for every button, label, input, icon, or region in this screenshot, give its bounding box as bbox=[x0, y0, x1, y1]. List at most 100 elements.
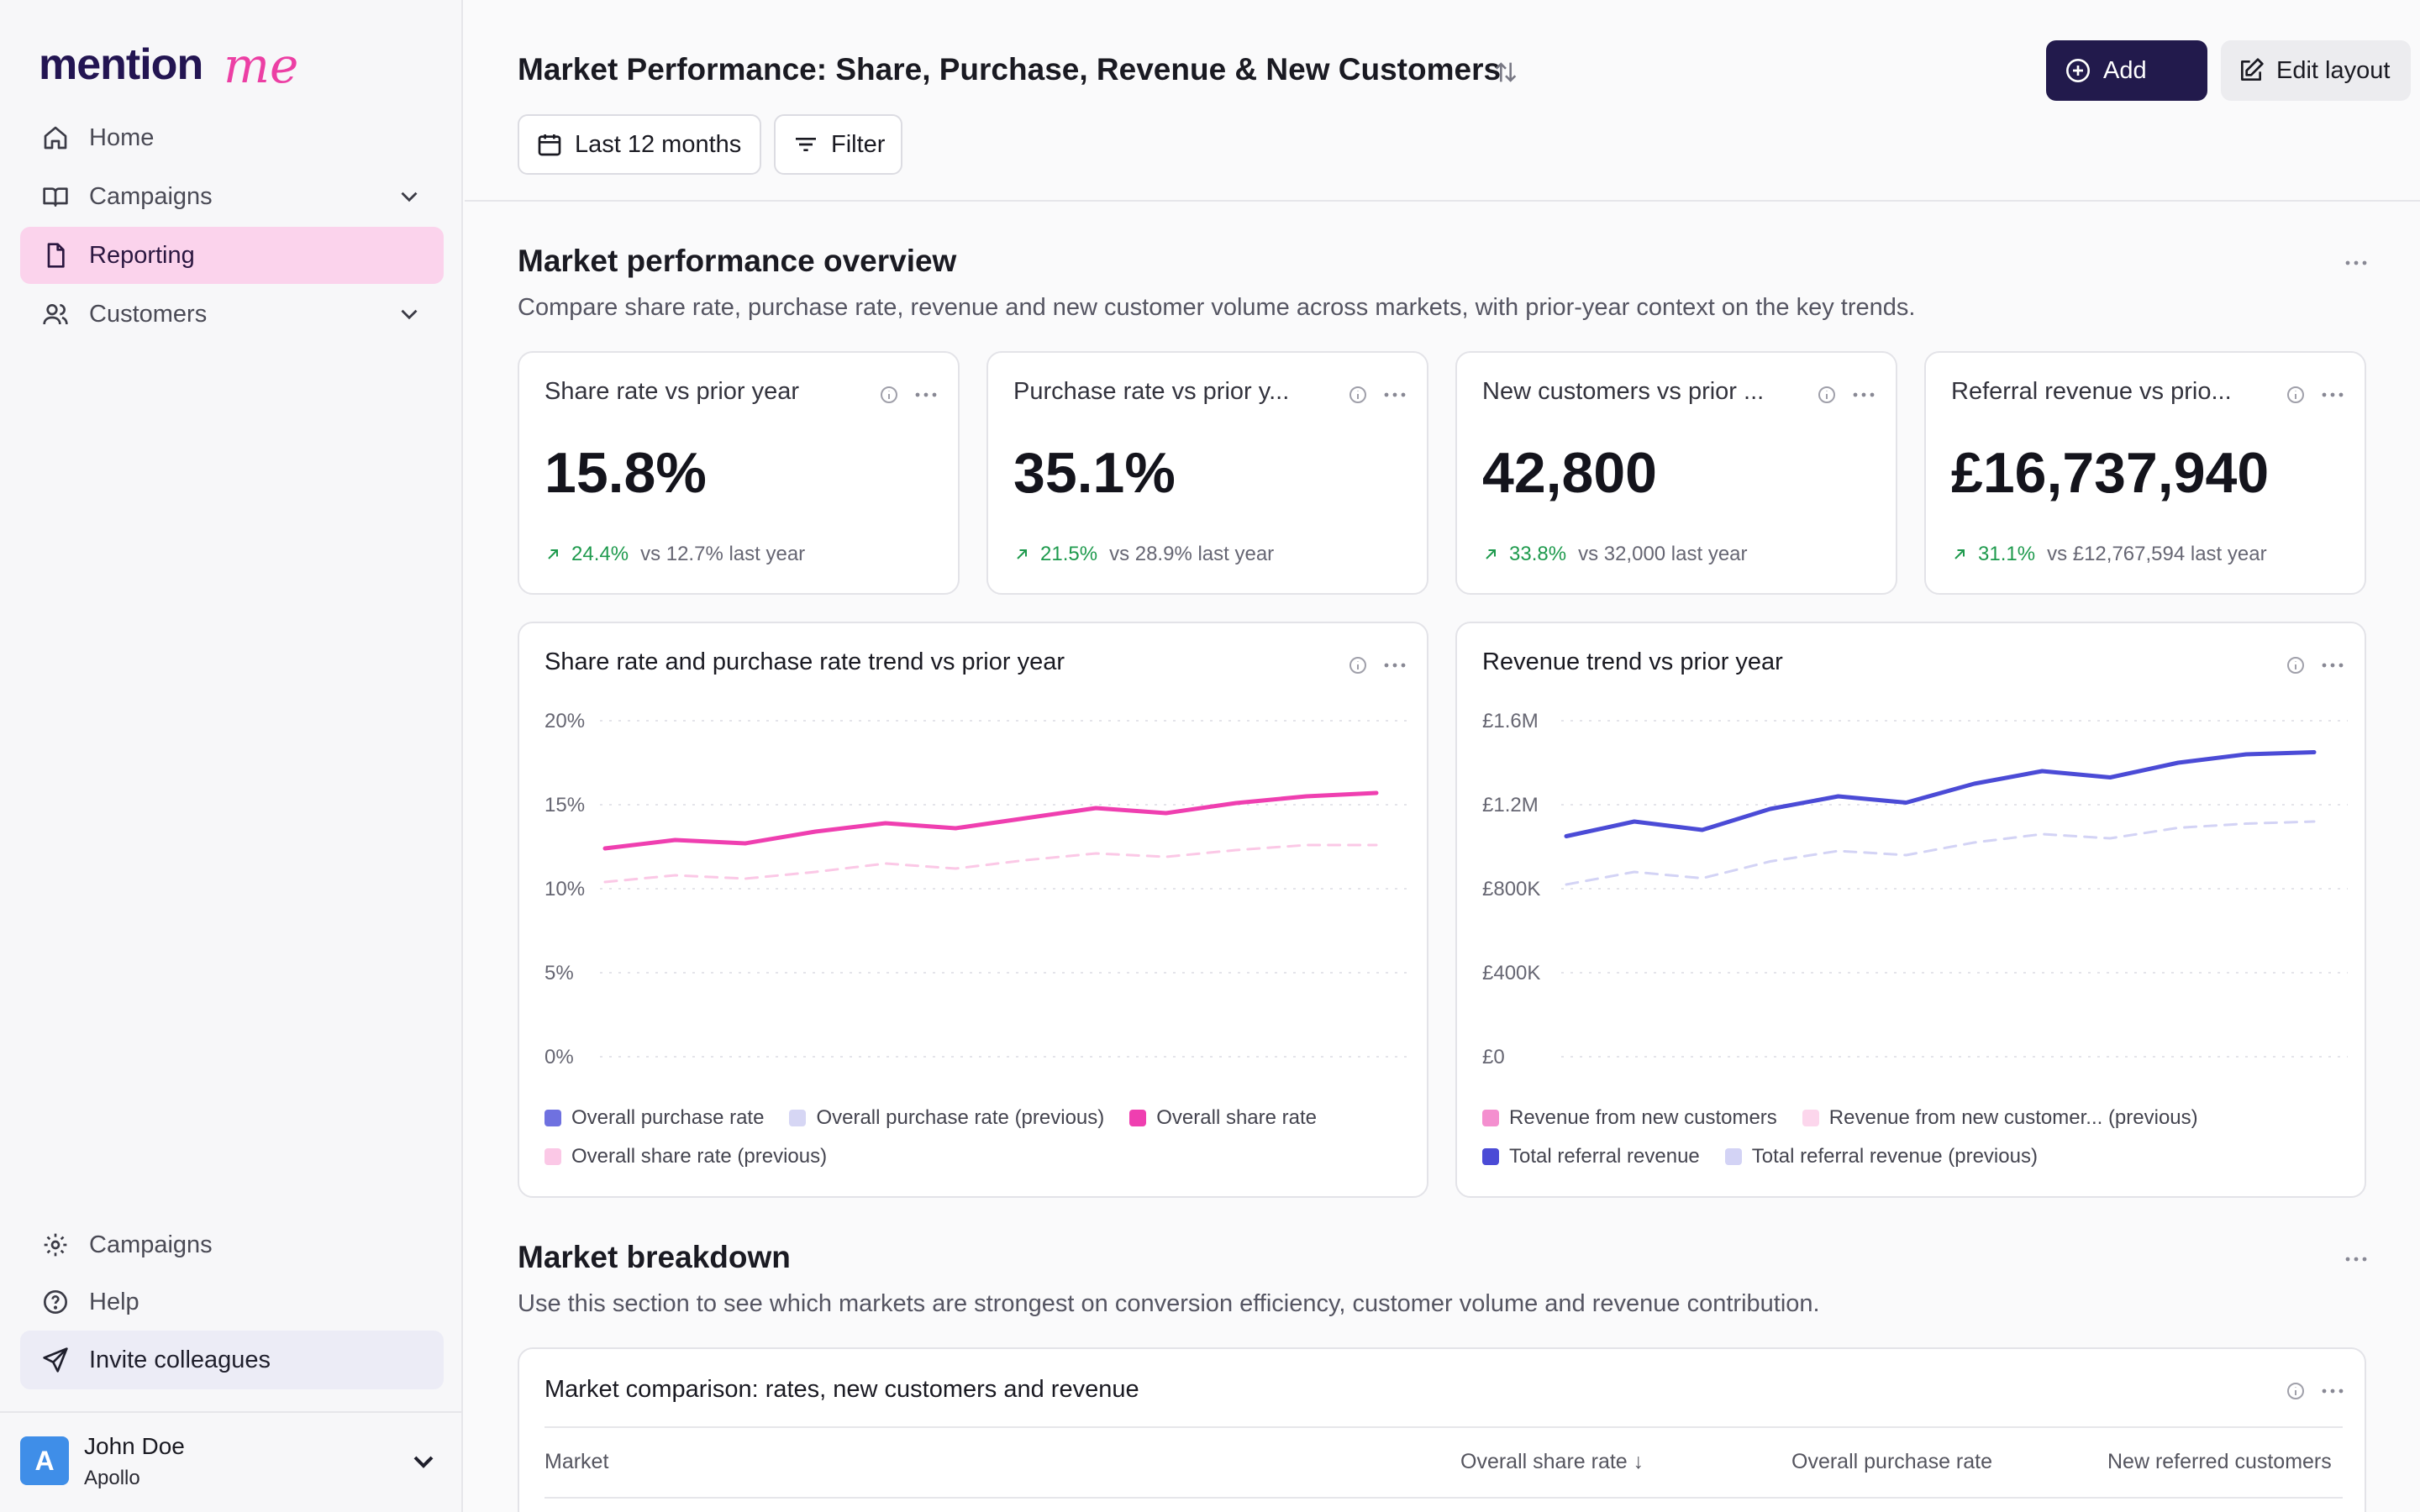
kpi-compare: vs 12.7% last year bbox=[640, 543, 806, 565]
chevron-down-icon[interactable] bbox=[395, 182, 424, 211]
user-menu[interactable]: A John Doe Apollo bbox=[0, 1411, 463, 1512]
more-icon[interactable] bbox=[2344, 259, 2368, 267]
gear-icon bbox=[40, 1230, 71, 1260]
logo-text-mention: mention bbox=[39, 40, 203, 89]
more-icon[interactable] bbox=[1383, 391, 1407, 399]
y-tick-label: £400K bbox=[1482, 962, 1540, 984]
date-range-button[interactable]: Last 12 months bbox=[518, 114, 761, 175]
kpi-title: New customers vs prior ... bbox=[1482, 378, 1765, 405]
legend-swatch bbox=[544, 1148, 561, 1165]
kpi-value: 35.1% bbox=[1013, 441, 1176, 505]
edit-layout-button[interactable]: Edit layout bbox=[2221, 40, 2411, 101]
series-line[interactable] bbox=[602, 790, 1379, 851]
file-icon bbox=[40, 240, 71, 270]
legend-item[interactable]: Total referral revenue bbox=[1482, 1137, 1700, 1176]
kpi-delta-percent: 24.4% bbox=[571, 543, 629, 565]
column-header-purchase-rate[interactable]: Overall purchase rate bbox=[1791, 1450, 1993, 1473]
users-icon bbox=[40, 299, 71, 329]
series-line[interactable] bbox=[1565, 820, 2316, 886]
legend-item[interactable]: Overall purchase rate bbox=[544, 1099, 764, 1137]
sidebar-item-campaigns-settings[interactable]: Campaigns bbox=[20, 1216, 444, 1273]
more-icon[interactable] bbox=[2321, 661, 2344, 669]
chart-title: Share rate and purchase rate trend vs pr… bbox=[544, 648, 1065, 675]
more-icon[interactable] bbox=[1383, 661, 1407, 669]
legend-item[interactable]: Total referral revenue (previous) bbox=[1724, 1137, 2038, 1176]
kpi-compare: vs £12,767,594 last year bbox=[2047, 543, 2267, 565]
breakdown-title: Market breakdown bbox=[518, 1240, 791, 1274]
column-header-share-rate[interactable]: Overall share rate ↓ bbox=[1460, 1450, 1644, 1473]
chevron-down-icon[interactable] bbox=[407, 1445, 440, 1478]
kpi-card-new-customers[interactable]: New customers vs prior ... 42,800 33.8% … bbox=[1455, 351, 1897, 595]
sidebar-item-campaigns[interactable]: Campaigns bbox=[20, 168, 444, 225]
legend-swatch bbox=[1482, 1110, 1499, 1126]
legend-item[interactable]: Revenue from new customer... (previous) bbox=[1802, 1099, 2198, 1137]
add-button[interactable]: Add bbox=[2046, 40, 2207, 101]
legend-label: Overall share rate bbox=[1156, 1106, 1318, 1129]
kpi-value: 15.8% bbox=[544, 441, 707, 505]
table-divider bbox=[544, 1426, 2343, 1428]
y-tick-label: £1.2M bbox=[1482, 794, 1539, 816]
page-header: Market Performance: Share, Purchase, Rev… bbox=[465, 0, 2420, 202]
kpi-delta: 21.5% vs 28.9% last year bbox=[1013, 543, 1274, 566]
filter-label: Filter bbox=[831, 130, 886, 158]
more-icon[interactable] bbox=[2344, 1255, 2368, 1263]
sidebar-item-label: Customers bbox=[89, 300, 208, 328]
mention-me-logo[interactable]: mention me bbox=[39, 34, 316, 101]
y-tick-label: £0 bbox=[1482, 1046, 1505, 1068]
info-icon[interactable] bbox=[2286, 1381, 2306, 1401]
user-name: John Doe bbox=[84, 1433, 185, 1459]
sidebar-item-help[interactable]: Help bbox=[20, 1273, 444, 1331]
page-title: Market Performance: Share, Purchase, Rev… bbox=[518, 52, 1502, 87]
kpi-delta: 31.1% vs £12,767,594 last year bbox=[1951, 543, 2267, 566]
chart-title: Revenue trend vs prior year bbox=[1482, 648, 1783, 675]
y-tick-label: 20% bbox=[544, 710, 585, 732]
book-icon bbox=[40, 181, 71, 212]
info-icon[interactable] bbox=[2286, 655, 2306, 675]
table-divider bbox=[544, 1497, 2343, 1499]
sidebar-item-customers[interactable]: Customers bbox=[20, 286, 444, 343]
more-icon[interactable] bbox=[2321, 1387, 2344, 1395]
arrow-up-right-icon bbox=[548, 549, 558, 559]
kpi-compare: vs 28.9% last year bbox=[1109, 543, 1275, 565]
legend-item[interactable]: Overall share rate bbox=[1129, 1099, 1317, 1137]
kpi-delta-percent: 33.8% bbox=[1509, 543, 1567, 565]
series-line[interactable] bbox=[603, 843, 1378, 884]
column-header-new-customers[interactable]: New referred customers bbox=[2107, 1450, 2332, 1473]
home-icon bbox=[40, 123, 71, 153]
chart-legend: Revenue from new customers Revenue from n… bbox=[1482, 1099, 2348, 1176]
legend-swatch bbox=[1724, 1148, 1742, 1165]
y-tick-label: £800K bbox=[1482, 878, 1540, 900]
legend-swatch bbox=[1129, 1110, 1147, 1126]
legend-item[interactable]: Overall share rate (previous) bbox=[544, 1137, 827, 1176]
legend-label: Overall share rate (previous) bbox=[571, 1145, 828, 1168]
series-line[interactable] bbox=[1564, 750, 2317, 838]
sidebar-item-home[interactable]: Home bbox=[20, 109, 444, 166]
legend-label: Total referral revenue bbox=[1509, 1145, 1700, 1168]
legend-label: Revenue from new customer... (previous) bbox=[1828, 1106, 2198, 1129]
kpi-card-purchase-rate[interactable]: Purchase rate vs prior y... 35.1% 21.5% … bbox=[986, 351, 1428, 595]
sort-icon[interactable] bbox=[1491, 57, 1520, 87]
y-tick-label: 5% bbox=[544, 962, 574, 984]
info-icon[interactable] bbox=[1348, 385, 1368, 405]
avatar: A bbox=[20, 1436, 69, 1485]
invite-colleagues-button[interactable]: Invite colleagues bbox=[20, 1331, 444, 1389]
info-icon[interactable] bbox=[1817, 385, 1837, 405]
kpi-delta-percent: 21.5% bbox=[1040, 543, 1098, 565]
kpi-compare: vs 32,000 last year bbox=[1578, 543, 1748, 565]
info-icon[interactable] bbox=[879, 385, 899, 405]
info-icon[interactable] bbox=[2286, 385, 2306, 405]
kpi-title: Referral revenue vs prio... bbox=[1951, 378, 2232, 405]
filter-button[interactable]: Filter bbox=[774, 114, 902, 175]
kpi-card-share-rate[interactable]: Share rate vs prior year 15.8% 24.4% vs … bbox=[518, 351, 960, 595]
sidebar-item-reporting[interactable]: Reporting bbox=[20, 227, 444, 284]
kpi-card-referral-revenue[interactable]: Referral revenue vs prio... £16,737,940 … bbox=[1924, 351, 2366, 595]
column-header-market[interactable]: Market bbox=[544, 1450, 609, 1473]
more-icon[interactable] bbox=[1852, 391, 1876, 399]
chevron-down-icon[interactable] bbox=[395, 300, 424, 328]
legend-item[interactable]: Revenue from new customers bbox=[1482, 1099, 1777, 1137]
info-icon[interactable] bbox=[1348, 655, 1368, 675]
more-icon[interactable] bbox=[2321, 391, 2344, 399]
sidebar-item-label: Home bbox=[89, 123, 155, 151]
more-icon[interactable] bbox=[914, 391, 938, 399]
legend-item[interactable]: Overall purchase rate (previous) bbox=[789, 1099, 1104, 1137]
